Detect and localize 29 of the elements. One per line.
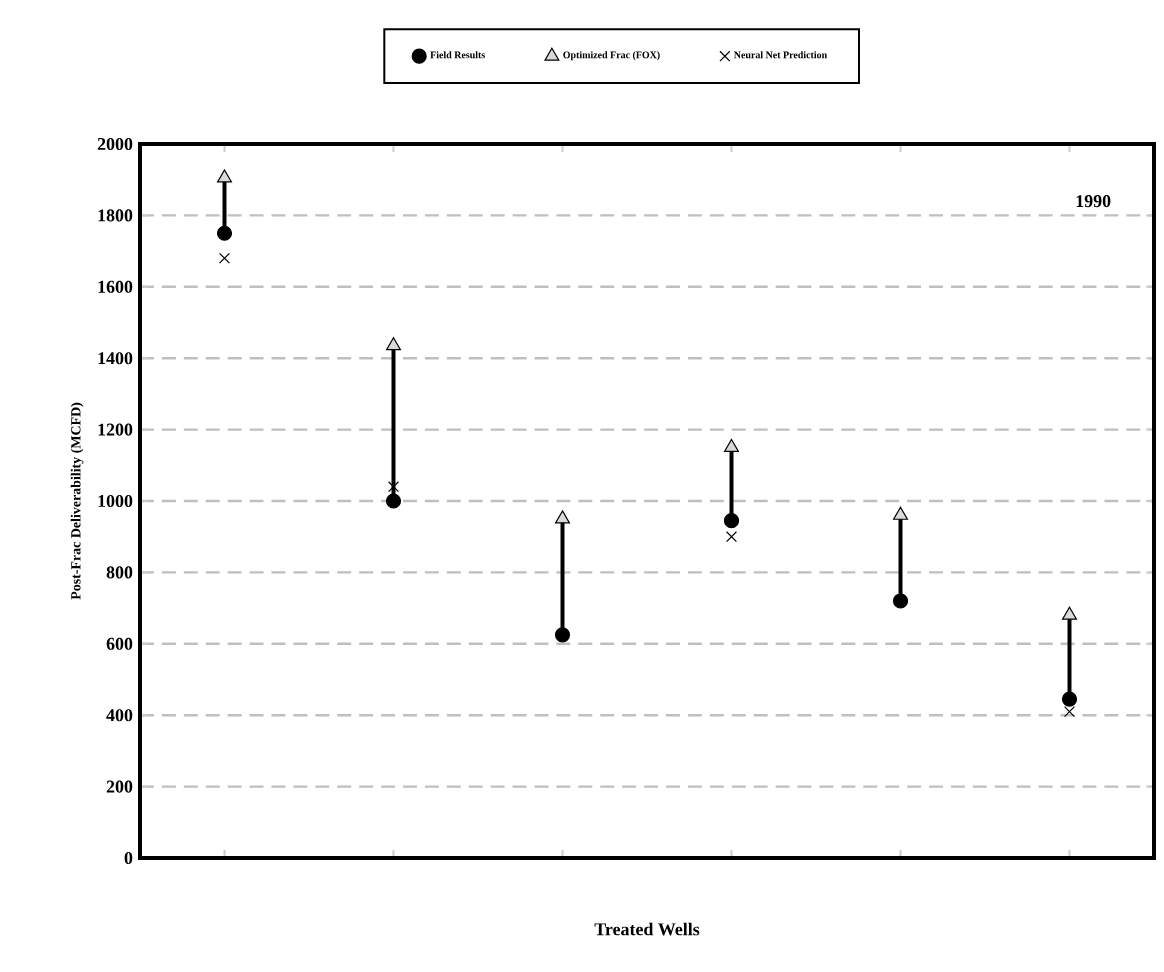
y-tick-label: 800 <box>106 566 133 579</box>
y-tick-label: 1800 <box>98 209 133 222</box>
point <box>218 252 231 264</box>
point <box>1062 606 1078 620</box>
point <box>1063 706 1076 718</box>
point <box>725 531 738 543</box>
point <box>387 481 400 493</box>
point <box>216 225 233 241</box>
point <box>893 506 909 520</box>
x-axis-title: Treated Wells <box>594 922 700 936</box>
annotation: 1990 <box>1076 195 1111 208</box>
y-tick-label: 1400 <box>98 352 133 365</box>
point <box>892 593 909 609</box>
point <box>723 513 740 529</box>
y-tick-label: 1600 <box>98 280 133 293</box>
y-tick-label: 1000 <box>98 494 133 508</box>
y-tick-label: 600 <box>106 637 133 650</box>
y-tick-label: 400 <box>106 709 133 722</box>
y-tick-label: 1200 <box>98 423 133 436</box>
y-tick-label: 0 <box>124 851 133 865</box>
point <box>1061 691 1078 707</box>
y-tick-label: 200 <box>106 780 133 793</box>
point <box>385 493 402 509</box>
point <box>386 337 402 351</box>
point <box>217 169 233 183</box>
point <box>554 627 571 643</box>
point <box>724 438 740 453</box>
y-tick-label: 2000 <box>97 137 133 151</box>
point <box>555 510 571 524</box>
